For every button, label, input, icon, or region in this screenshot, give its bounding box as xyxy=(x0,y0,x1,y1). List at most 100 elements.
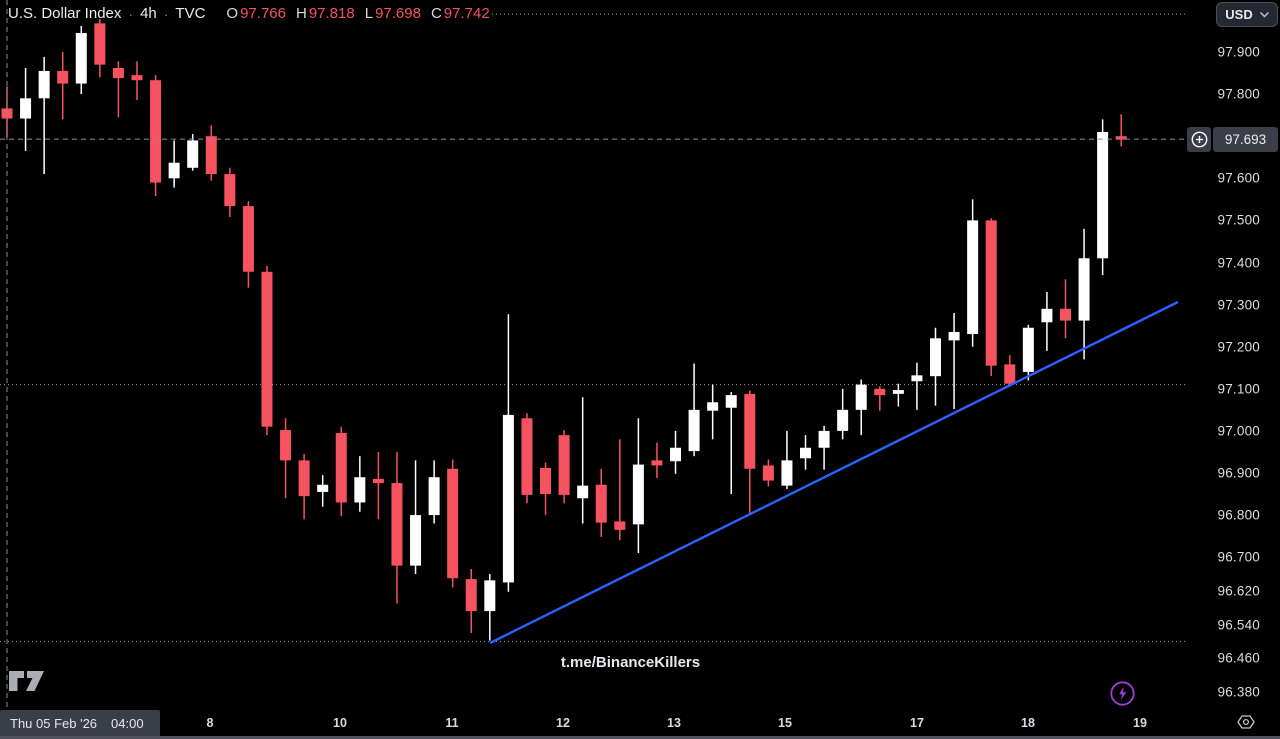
high-value: 97.818 xyxy=(308,5,355,22)
candle xyxy=(540,467,552,495)
time-tick-label: 11 xyxy=(445,716,459,730)
crosshair-date-badge: Thu 05 Feb '26 04:00 xyxy=(0,710,160,737)
candle xyxy=(985,220,997,366)
price-tick-label: 97.300 xyxy=(1217,297,1260,313)
candle xyxy=(632,464,644,525)
candle xyxy=(930,338,941,377)
candle xyxy=(57,70,69,84)
candle xyxy=(874,388,886,396)
price-tick-label: 96.800 xyxy=(1217,507,1260,523)
price-tick-label: 97.600 xyxy=(1217,170,1260,186)
currency-selector-button[interactable]: USD xyxy=(1216,2,1278,27)
candle xyxy=(577,485,589,499)
candle xyxy=(855,384,867,410)
candle xyxy=(94,23,106,65)
interval-label[interactable]: 4h xyxy=(140,5,157,22)
crosshair-time: 04:00 xyxy=(111,716,144,731)
high-label: H xyxy=(295,5,307,22)
candle xyxy=(1059,308,1071,321)
candle xyxy=(20,98,32,119)
candle xyxy=(688,409,700,452)
add-alert-button[interactable] xyxy=(1187,127,1211,152)
currency-label: USD xyxy=(1225,7,1253,22)
candle xyxy=(372,478,384,484)
candle xyxy=(131,75,143,81)
candle xyxy=(465,579,477,612)
crosshair-date: Thu 05 Feb '26 xyxy=(10,716,98,731)
candle xyxy=(317,484,329,492)
candle xyxy=(911,375,923,382)
ohlc-readout: O 97.766 H 97.818 L 97.698 C 97.742 xyxy=(218,5,489,22)
candle xyxy=(744,393,756,469)
candle xyxy=(670,447,682,462)
axis-settings-icon[interactable] xyxy=(1237,713,1255,731)
window-bottom-edge xyxy=(0,736,1280,739)
candle xyxy=(614,521,626,530)
price-tick-label: 96.900 xyxy=(1217,465,1260,481)
candle xyxy=(837,409,849,431)
candle xyxy=(224,174,236,207)
price-tick-label: 97.100 xyxy=(1217,381,1260,397)
candle xyxy=(558,435,570,495)
tradingview-logo[interactable] xyxy=(8,668,46,694)
candle xyxy=(651,460,663,466)
close-label: C xyxy=(430,5,442,22)
candle xyxy=(187,140,199,168)
legend: U.S. Dollar Index · 4h · TVC O 97.766 H 97… xyxy=(8,5,490,22)
candle xyxy=(800,447,812,459)
candle xyxy=(967,220,979,335)
price-tick-label: 97.200 xyxy=(1217,339,1260,355)
time-tick-label: 10 xyxy=(333,716,347,730)
candle xyxy=(205,136,217,175)
price-tick-label: 96.620 xyxy=(1217,583,1260,599)
candle xyxy=(725,395,737,408)
trendline[interactable] xyxy=(489,300,1179,645)
candle xyxy=(1078,258,1090,321)
open-label: O xyxy=(226,5,239,22)
candle xyxy=(410,515,422,566)
time-tick-label: 13 xyxy=(667,716,681,730)
candle xyxy=(280,430,292,461)
candle xyxy=(892,390,904,394)
candle xyxy=(298,460,310,497)
time-tick-label: 15 xyxy=(778,716,792,730)
close-value: 97.742 xyxy=(443,5,490,22)
candle xyxy=(818,430,830,448)
price-tick-label: 97.000 xyxy=(1217,423,1260,439)
lightning-icon[interactable] xyxy=(1109,680,1136,707)
candle xyxy=(595,484,607,523)
time-tick-label: 19 xyxy=(1133,716,1147,730)
time-axis[interactable]: 8 10 11 12 13 15 17 18 19 xyxy=(0,708,1280,739)
price-tick-label: 96.700 xyxy=(1217,549,1260,565)
candle xyxy=(1115,136,1127,140)
candle xyxy=(1004,364,1016,384)
time-tick-label: 8 xyxy=(206,716,214,730)
candle xyxy=(391,483,403,566)
price-tick-label: 97.400 xyxy=(1217,255,1260,270)
price-tick-label: 97.800 xyxy=(1217,86,1260,102)
price-tick-label: 96.540 xyxy=(1217,617,1260,633)
candle xyxy=(75,33,87,84)
open-value: 97.766 xyxy=(240,5,286,22)
candle xyxy=(502,414,514,583)
chevron-down-icon xyxy=(1259,11,1269,18)
candle xyxy=(762,465,774,481)
candle xyxy=(781,460,793,486)
candle xyxy=(707,402,719,411)
price-tick-label: 96.380 xyxy=(1217,684,1260,700)
candle xyxy=(112,67,124,79)
candle xyxy=(354,477,366,503)
symbol-title[interactable]: U.S. Dollar Index xyxy=(8,5,122,22)
crosshair-price-badge: 97.693 xyxy=(1213,127,1278,152)
price-tick-label: 96.460 xyxy=(1217,650,1260,666)
candle xyxy=(1041,308,1053,323)
crosshair-price: 97.693 xyxy=(1224,132,1267,147)
legend-separator: · xyxy=(163,5,169,22)
add-alert-plus-icon xyxy=(1191,131,1207,148)
price-tick-label: 97.900 xyxy=(1217,44,1260,60)
low-value: 97.698 xyxy=(375,5,421,22)
price-axis[interactable]: 97.900 97.800 97.600 97.500 97.400 97.300 97.2… xyxy=(1188,0,1280,708)
candle xyxy=(1097,131,1109,259)
